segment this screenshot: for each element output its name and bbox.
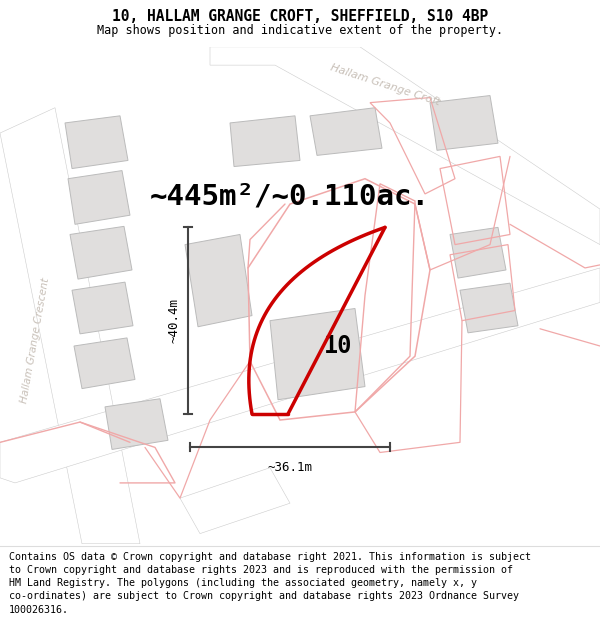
Polygon shape (460, 283, 518, 333)
Polygon shape (430, 96, 498, 150)
Text: Contains OS data © Crown copyright and database right 2021. This information is : Contains OS data © Crown copyright and d… (9, 552, 531, 614)
Polygon shape (105, 399, 168, 449)
Text: ~445m²/~0.110ac.: ~445m²/~0.110ac. (150, 183, 430, 211)
Polygon shape (450, 228, 506, 278)
Polygon shape (310, 107, 382, 156)
Text: 10, HALLAM GRANGE CROFT, SHEFFIELD, S10 4BP: 10, HALLAM GRANGE CROFT, SHEFFIELD, S10 … (112, 9, 488, 24)
Polygon shape (0, 107, 140, 544)
Polygon shape (74, 338, 135, 389)
Text: 10: 10 (324, 334, 352, 358)
Polygon shape (210, 47, 600, 244)
Polygon shape (0, 268, 600, 483)
Polygon shape (65, 116, 128, 169)
Text: Hallam Grange Crescent: Hallam Grange Crescent (19, 278, 51, 404)
Polygon shape (70, 226, 132, 279)
Polygon shape (270, 309, 365, 400)
Polygon shape (185, 234, 252, 327)
Text: Map shows position and indicative extent of the property.: Map shows position and indicative extent… (97, 24, 503, 36)
Polygon shape (180, 468, 290, 534)
Text: ~36.1m: ~36.1m (268, 461, 313, 474)
Polygon shape (68, 171, 130, 224)
Polygon shape (72, 282, 133, 334)
Text: ~40.4m: ~40.4m (167, 298, 180, 343)
Text: Hallam Grange Croft: Hallam Grange Croft (329, 63, 441, 108)
Polygon shape (230, 116, 300, 166)
